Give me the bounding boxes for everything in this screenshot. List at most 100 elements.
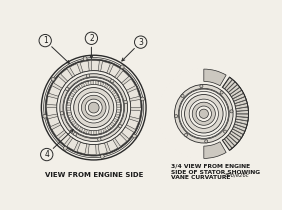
Circle shape: [179, 88, 229, 139]
Wedge shape: [115, 134, 127, 146]
Wedge shape: [83, 129, 87, 134]
Wedge shape: [104, 84, 109, 88]
Wedge shape: [47, 96, 58, 105]
Circle shape: [98, 138, 101, 141]
Wedge shape: [235, 119, 248, 124]
Wedge shape: [100, 82, 104, 86]
Wedge shape: [116, 109, 121, 113]
Circle shape: [100, 155, 104, 158]
Wedge shape: [54, 76, 66, 88]
Circle shape: [74, 132, 77, 136]
Wedge shape: [67, 138, 78, 150]
Wedge shape: [91, 61, 99, 71]
Wedge shape: [47, 108, 57, 116]
Wedge shape: [107, 139, 118, 151]
Wedge shape: [81, 83, 85, 87]
Wedge shape: [233, 124, 246, 131]
Circle shape: [86, 74, 90, 77]
Circle shape: [230, 110, 233, 113]
Wedge shape: [70, 64, 81, 76]
Wedge shape: [236, 114, 248, 117]
Wedge shape: [127, 89, 139, 99]
Wedge shape: [109, 65, 120, 77]
Wedge shape: [204, 77, 248, 150]
Circle shape: [85, 32, 98, 45]
Wedge shape: [230, 87, 242, 97]
Circle shape: [184, 94, 223, 133]
Wedge shape: [121, 127, 134, 139]
Wedge shape: [79, 127, 83, 132]
Wedge shape: [126, 119, 138, 129]
Circle shape: [111, 79, 114, 83]
Circle shape: [120, 65, 124, 69]
Wedge shape: [72, 89, 77, 93]
Wedge shape: [108, 87, 113, 91]
Circle shape: [41, 55, 146, 160]
Wedge shape: [113, 118, 118, 123]
Circle shape: [133, 134, 136, 138]
Circle shape: [88, 102, 99, 113]
Wedge shape: [236, 111, 248, 114]
Wedge shape: [204, 69, 226, 86]
Circle shape: [200, 85, 203, 88]
Wedge shape: [236, 117, 248, 121]
Circle shape: [175, 84, 233, 143]
Circle shape: [65, 87, 69, 91]
Circle shape: [184, 133, 188, 136]
Circle shape: [175, 115, 178, 118]
Circle shape: [192, 102, 215, 125]
Wedge shape: [98, 143, 107, 154]
Wedge shape: [107, 125, 111, 130]
Wedge shape: [231, 90, 243, 99]
Circle shape: [118, 125, 122, 128]
Wedge shape: [67, 108, 71, 111]
Wedge shape: [204, 142, 226, 158]
Wedge shape: [230, 131, 241, 140]
Wedge shape: [68, 97, 72, 101]
Wedge shape: [130, 110, 140, 119]
Wedge shape: [52, 125, 65, 136]
Circle shape: [63, 77, 125, 138]
Circle shape: [70, 84, 117, 131]
Wedge shape: [234, 97, 246, 104]
Wedge shape: [114, 94, 119, 99]
Text: 3: 3: [138, 38, 143, 47]
Wedge shape: [49, 86, 61, 96]
Circle shape: [78, 92, 109, 123]
Wedge shape: [117, 71, 129, 83]
Wedge shape: [228, 133, 239, 143]
Wedge shape: [75, 124, 80, 129]
Wedge shape: [85, 81, 89, 86]
Wedge shape: [117, 104, 121, 108]
Text: 3/4 VIEW FROM ENGINE
SIDE OF STATOR SHOWING
VANE CURVATURE: 3/4 VIEW FROM ENGINE SIDE OF STATOR SHOW…: [171, 164, 260, 180]
Wedge shape: [67, 112, 72, 116]
Wedge shape: [236, 107, 248, 111]
Circle shape: [224, 130, 227, 133]
Wedge shape: [101, 62, 110, 73]
Wedge shape: [235, 100, 247, 106]
Wedge shape: [231, 129, 243, 138]
Wedge shape: [96, 81, 99, 85]
Wedge shape: [103, 128, 107, 133]
Circle shape: [199, 109, 208, 118]
Circle shape: [189, 99, 219, 128]
Circle shape: [124, 100, 127, 104]
Wedge shape: [77, 142, 87, 154]
Wedge shape: [123, 79, 135, 91]
Wedge shape: [94, 131, 97, 135]
Circle shape: [171, 81, 236, 146]
Wedge shape: [130, 100, 141, 108]
Circle shape: [46, 60, 142, 155]
Circle shape: [60, 74, 127, 142]
Wedge shape: [98, 130, 102, 134]
Wedge shape: [228, 85, 240, 94]
Circle shape: [181, 94, 184, 97]
Wedge shape: [88, 144, 96, 155]
Wedge shape: [226, 82, 237, 92]
Text: 2: 2: [89, 34, 94, 43]
Wedge shape: [235, 104, 248, 109]
Circle shape: [81, 95, 106, 120]
Wedge shape: [116, 99, 120, 103]
Wedge shape: [233, 93, 245, 101]
Wedge shape: [89, 130, 92, 134]
